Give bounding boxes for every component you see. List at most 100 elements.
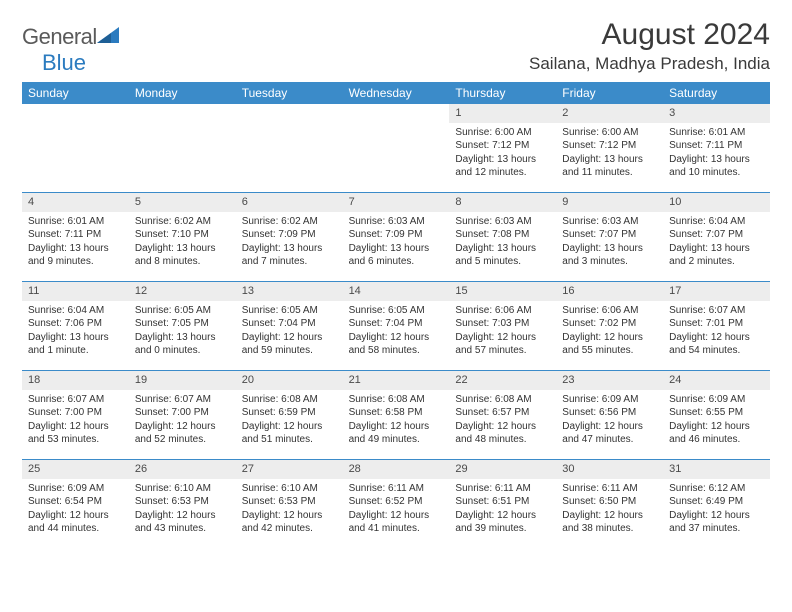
day-number: 29 bbox=[449, 460, 556, 479]
daylight-text: Daylight: 12 hours and 58 minutes. bbox=[349, 331, 444, 358]
sunset-text: Sunset: 7:08 PM bbox=[455, 228, 550, 242]
sunset-text: Sunset: 7:11 PM bbox=[669, 139, 764, 153]
day-body: Sunrise: 6:02 AMSunset: 7:09 PMDaylight:… bbox=[236, 212, 343, 275]
day-number: 1 bbox=[449, 104, 556, 123]
daylight-text: Daylight: 13 hours and 0 minutes. bbox=[135, 331, 230, 358]
sunset-text: Sunset: 6:53 PM bbox=[242, 495, 337, 509]
sunset-text: Sunset: 7:09 PM bbox=[242, 228, 337, 242]
sunrise-text: Sunrise: 6:01 AM bbox=[669, 126, 764, 140]
daylight-text: Daylight: 13 hours and 8 minutes. bbox=[135, 242, 230, 269]
dow-cell: Thursday bbox=[449, 82, 556, 104]
day-number: 14 bbox=[343, 282, 450, 301]
day-cell: 1Sunrise: 6:00 AMSunset: 7:12 PMDaylight… bbox=[449, 104, 556, 192]
day-number: 11 bbox=[22, 282, 129, 301]
day-body: Sunrise: 6:05 AMSunset: 7:04 PMDaylight:… bbox=[236, 301, 343, 364]
sunrise-text: Sunrise: 6:04 AM bbox=[669, 215, 764, 229]
daylight-text: Daylight: 12 hours and 54 minutes. bbox=[669, 331, 764, 358]
dow-cell: Wednesday bbox=[343, 82, 450, 104]
daylight-text: Daylight: 13 hours and 11 minutes. bbox=[562, 153, 657, 180]
sunrise-text: Sunrise: 6:03 AM bbox=[349, 215, 444, 229]
sunset-text: Sunset: 6:50 PM bbox=[562, 495, 657, 509]
dow-cell: Tuesday bbox=[236, 82, 343, 104]
sunrise-text: Sunrise: 6:07 AM bbox=[669, 304, 764, 318]
sunset-text: Sunset: 7:09 PM bbox=[349, 228, 444, 242]
day-body: Sunrise: 6:07 AMSunset: 7:00 PMDaylight:… bbox=[129, 390, 236, 453]
sunset-text: Sunset: 7:10 PM bbox=[135, 228, 230, 242]
sunrise-text: Sunrise: 6:08 AM bbox=[242, 393, 337, 407]
location: Sailana, Madhya Pradesh, India bbox=[529, 54, 770, 74]
day-cell: 23Sunrise: 6:09 AMSunset: 6:56 PMDayligh… bbox=[556, 371, 663, 459]
day-number: 6 bbox=[236, 193, 343, 212]
sunrise-text: Sunrise: 6:05 AM bbox=[242, 304, 337, 318]
header: General August 2024 Sailana, Madhya Prad… bbox=[22, 18, 770, 74]
day-body: Sunrise: 6:11 AMSunset: 6:52 PMDaylight:… bbox=[343, 479, 450, 542]
logo: General bbox=[22, 18, 121, 50]
day-body: Sunrise: 6:06 AMSunset: 7:02 PMDaylight:… bbox=[556, 301, 663, 364]
day-number: 19 bbox=[129, 371, 236, 390]
day-body: Sunrise: 6:07 AMSunset: 7:00 PMDaylight:… bbox=[22, 390, 129, 453]
daylight-text: Daylight: 13 hours and 6 minutes. bbox=[349, 242, 444, 269]
sunset-text: Sunset: 7:12 PM bbox=[455, 139, 550, 153]
sunrise-text: Sunrise: 6:04 AM bbox=[28, 304, 123, 318]
daylight-text: Daylight: 12 hours and 42 minutes. bbox=[242, 509, 337, 536]
day-number: 8 bbox=[449, 193, 556, 212]
daylight-text: Daylight: 13 hours and 5 minutes. bbox=[455, 242, 550, 269]
day-cell: . bbox=[129, 104, 236, 192]
week-row: 18Sunrise: 6:07 AMSunset: 7:00 PMDayligh… bbox=[22, 370, 770, 459]
day-body: Sunrise: 6:01 AMSunset: 7:11 PMDaylight:… bbox=[663, 123, 770, 186]
day-cell: 16Sunrise: 6:06 AMSunset: 7:02 PMDayligh… bbox=[556, 282, 663, 370]
week-row: 11Sunrise: 6:04 AMSunset: 7:06 PMDayligh… bbox=[22, 281, 770, 370]
day-body: Sunrise: 6:09 AMSunset: 6:55 PMDaylight:… bbox=[663, 390, 770, 453]
sunrise-text: Sunrise: 6:06 AM bbox=[562, 304, 657, 318]
sunset-text: Sunset: 6:57 PM bbox=[455, 406, 550, 420]
sunset-text: Sunset: 7:07 PM bbox=[562, 228, 657, 242]
day-cell: 2Sunrise: 6:00 AMSunset: 7:12 PMDaylight… bbox=[556, 104, 663, 192]
daylight-text: Daylight: 12 hours and 57 minutes. bbox=[455, 331, 550, 358]
day-cell: 29Sunrise: 6:11 AMSunset: 6:51 PMDayligh… bbox=[449, 460, 556, 548]
day-body: Sunrise: 6:06 AMSunset: 7:03 PMDaylight:… bbox=[449, 301, 556, 364]
day-body: Sunrise: 6:05 AMSunset: 7:05 PMDaylight:… bbox=[129, 301, 236, 364]
days-of-week-row: Sunday Monday Tuesday Wednesday Thursday… bbox=[22, 82, 770, 104]
day-cell: 19Sunrise: 6:07 AMSunset: 7:00 PMDayligh… bbox=[129, 371, 236, 459]
day-body: Sunrise: 6:05 AMSunset: 7:04 PMDaylight:… bbox=[343, 301, 450, 364]
sunrise-text: Sunrise: 6:11 AM bbox=[562, 482, 657, 496]
logo-text-b: Blue bbox=[42, 50, 86, 76]
day-number: 20 bbox=[236, 371, 343, 390]
day-cell: . bbox=[343, 104, 450, 192]
day-number: 31 bbox=[663, 460, 770, 479]
sunset-text: Sunset: 6:54 PM bbox=[28, 495, 123, 509]
day-body: Sunrise: 6:07 AMSunset: 7:01 PMDaylight:… bbox=[663, 301, 770, 364]
sunrise-text: Sunrise: 6:09 AM bbox=[669, 393, 764, 407]
day-body: Sunrise: 6:12 AMSunset: 6:49 PMDaylight:… bbox=[663, 479, 770, 542]
day-body: Sunrise: 6:08 AMSunset: 6:59 PMDaylight:… bbox=[236, 390, 343, 453]
day-body: Sunrise: 6:03 AMSunset: 7:09 PMDaylight:… bbox=[343, 212, 450, 275]
week-row: 4Sunrise: 6:01 AMSunset: 7:11 PMDaylight… bbox=[22, 192, 770, 281]
sunrise-text: Sunrise: 6:05 AM bbox=[135, 304, 230, 318]
sunrise-text: Sunrise: 6:07 AM bbox=[28, 393, 123, 407]
dow-cell: Saturday bbox=[663, 82, 770, 104]
weeks-container: ....1Sunrise: 6:00 AMSunset: 7:12 PMDayl… bbox=[22, 104, 770, 548]
day-body: Sunrise: 6:00 AMSunset: 7:12 PMDaylight:… bbox=[556, 123, 663, 186]
day-cell: 7Sunrise: 6:03 AMSunset: 7:09 PMDaylight… bbox=[343, 193, 450, 281]
day-body: Sunrise: 6:10 AMSunset: 6:53 PMDaylight:… bbox=[129, 479, 236, 542]
day-number: 3 bbox=[663, 104, 770, 123]
day-cell: 14Sunrise: 6:05 AMSunset: 7:04 PMDayligh… bbox=[343, 282, 450, 370]
daylight-text: Daylight: 12 hours and 48 minutes. bbox=[455, 420, 550, 447]
sunset-text: Sunset: 6:56 PM bbox=[562, 406, 657, 420]
day-cell: 26Sunrise: 6:10 AMSunset: 6:53 PMDayligh… bbox=[129, 460, 236, 548]
day-cell: 24Sunrise: 6:09 AMSunset: 6:55 PMDayligh… bbox=[663, 371, 770, 459]
sunset-text: Sunset: 7:04 PM bbox=[349, 317, 444, 331]
sunrise-text: Sunrise: 6:03 AM bbox=[562, 215, 657, 229]
dow-cell: Friday bbox=[556, 82, 663, 104]
sunrise-text: Sunrise: 6:09 AM bbox=[28, 482, 123, 496]
daylight-text: Daylight: 13 hours and 10 minutes. bbox=[669, 153, 764, 180]
day-cell: 13Sunrise: 6:05 AMSunset: 7:04 PMDayligh… bbox=[236, 282, 343, 370]
daylight-text: Daylight: 12 hours and 37 minutes. bbox=[669, 509, 764, 536]
sunrise-text: Sunrise: 6:09 AM bbox=[562, 393, 657, 407]
day-number: 21 bbox=[343, 371, 450, 390]
sunrise-text: Sunrise: 6:02 AM bbox=[242, 215, 337, 229]
day-body: Sunrise: 6:04 AMSunset: 7:07 PMDaylight:… bbox=[663, 212, 770, 275]
day-number: 16 bbox=[556, 282, 663, 301]
day-number: 9 bbox=[556, 193, 663, 212]
daylight-text: Daylight: 13 hours and 12 minutes. bbox=[455, 153, 550, 180]
